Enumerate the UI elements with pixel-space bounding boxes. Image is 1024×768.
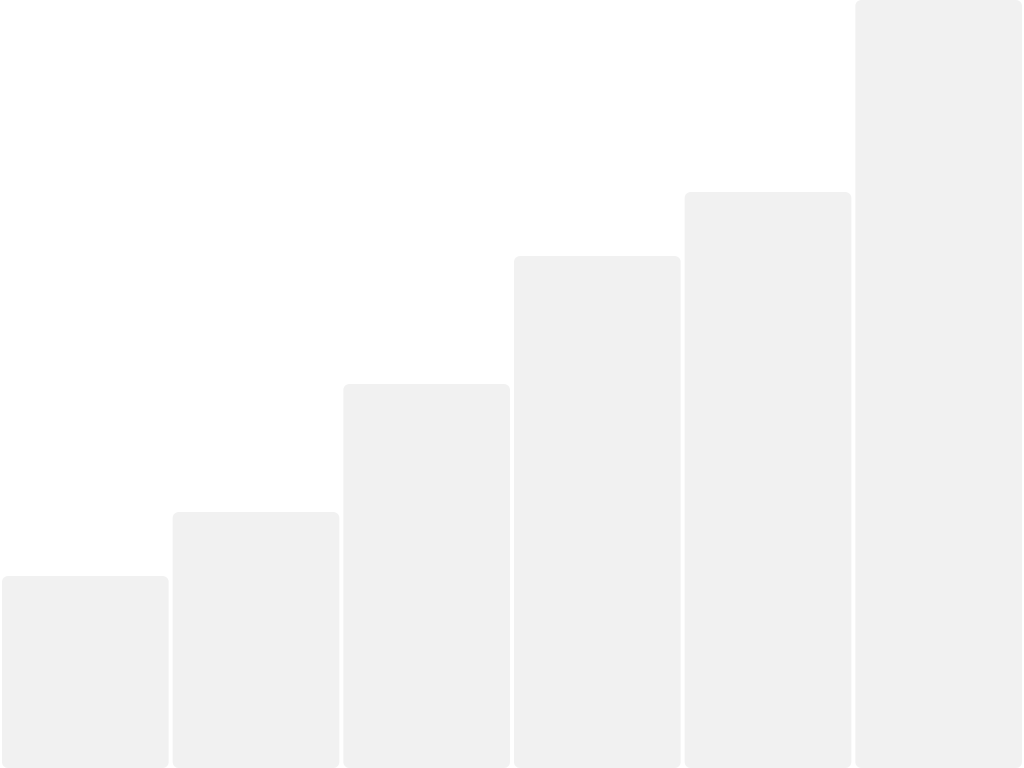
bar (684, 192, 852, 768)
bar (2, 576, 169, 768)
bar (343, 384, 510, 768)
bar (172, 512, 340, 768)
bar (855, 0, 1022, 768)
bar (514, 256, 681, 768)
